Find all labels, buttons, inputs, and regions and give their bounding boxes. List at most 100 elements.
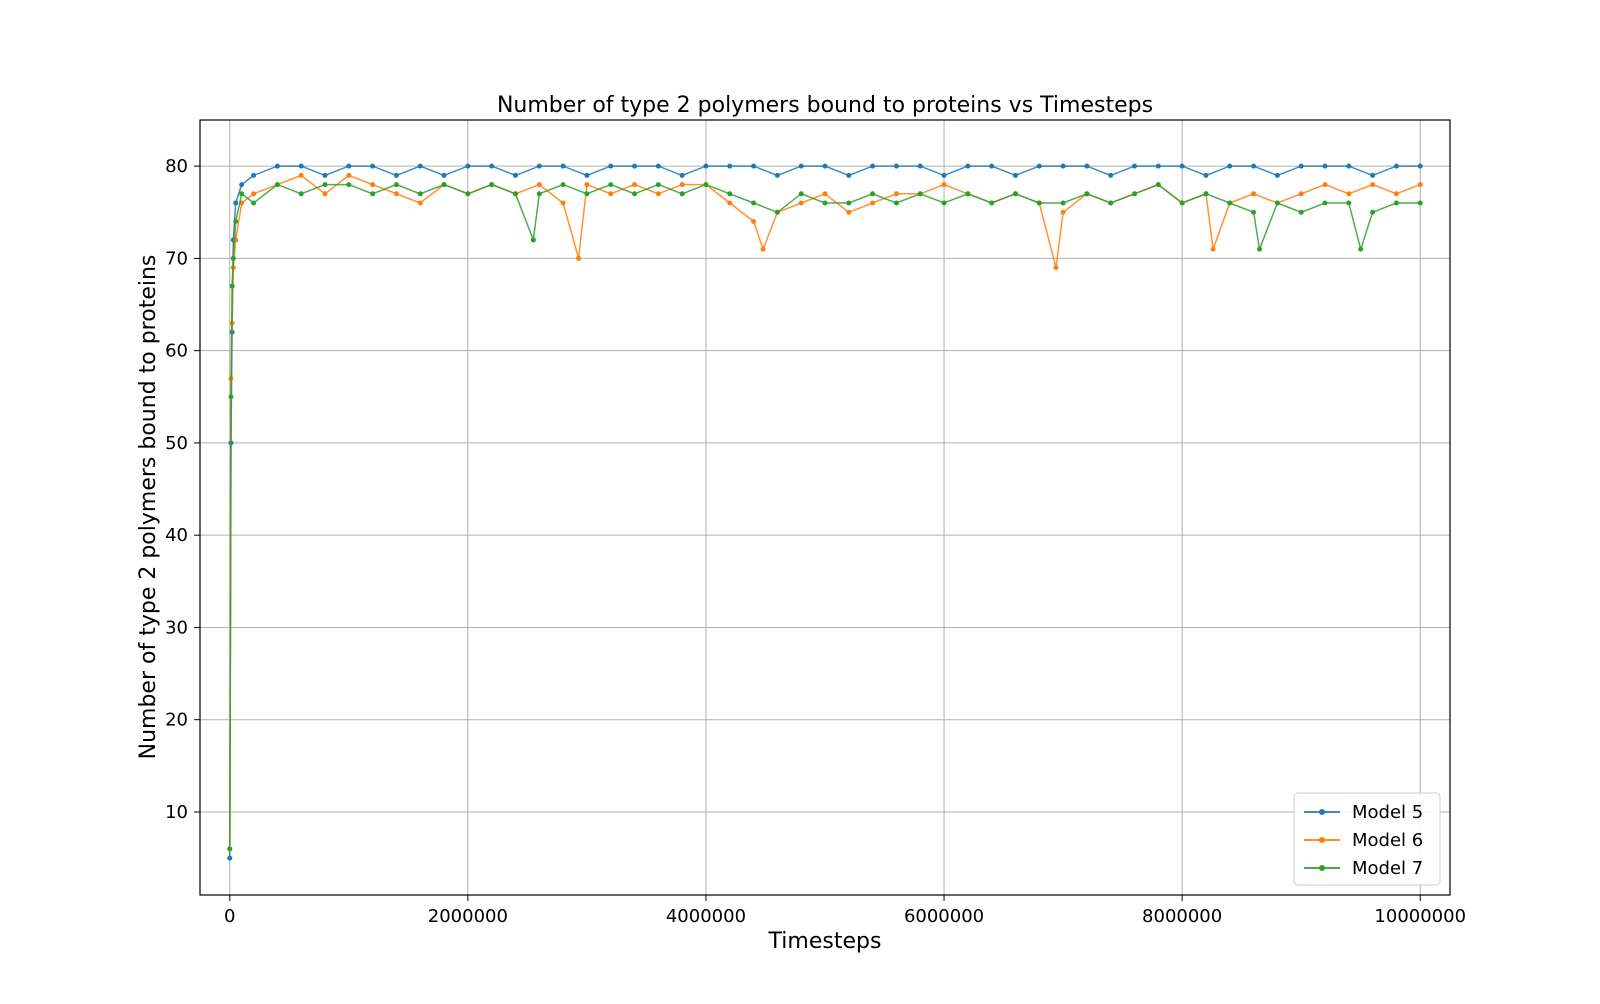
data-point (1393, 163, 1399, 169)
data-point (584, 191, 590, 197)
data-point (465, 191, 471, 197)
data-point (489, 163, 495, 169)
legend-entry: Model 5 (1304, 802, 1423, 823)
data-point (560, 163, 566, 169)
data-point (1108, 200, 1114, 206)
data-point (1346, 163, 1352, 169)
data-point (1393, 200, 1399, 206)
data-point (679, 182, 685, 188)
data-point (1346, 191, 1352, 197)
data-point (393, 191, 399, 197)
legend-label: Model 5 (1352, 802, 1423, 823)
data-point (229, 283, 235, 289)
data-point (441, 172, 447, 178)
series-3 (227, 182, 1423, 852)
data-point (465, 163, 471, 169)
y-tick-label: 40 (165, 525, 188, 546)
data-point (798, 200, 804, 206)
data-point (1210, 246, 1216, 252)
data-point (560, 200, 566, 206)
data-point (727, 191, 733, 197)
data-point (941, 172, 947, 178)
data-point (228, 394, 234, 400)
data-point (822, 191, 828, 197)
legend-entry: Model 6 (1304, 830, 1423, 851)
y-tick-label: 50 (165, 433, 188, 454)
data-point (1274, 200, 1280, 206)
data-point (1132, 163, 1138, 169)
data-point (239, 182, 245, 188)
data-point (393, 182, 399, 188)
data-point (530, 237, 536, 243)
data-point (1417, 200, 1423, 206)
data-point (870, 200, 876, 206)
data-point (679, 191, 685, 197)
data-point (727, 163, 733, 169)
data-point (274, 182, 280, 188)
data-point (774, 172, 780, 178)
data-point (632, 191, 638, 197)
chart-title: Number of type 2 polymers bound to prote… (497, 93, 1153, 118)
data-point (1257, 246, 1263, 252)
y-tick-label: 70 (165, 248, 188, 269)
data-point (370, 182, 376, 188)
data-point (1251, 191, 1257, 197)
legend-entry: Model 7 (1304, 858, 1423, 879)
plot-area-frame (199, 119, 1451, 896)
series-line (229, 165, 1421, 859)
legend-box (1293, 792, 1441, 886)
data-point (251, 172, 257, 178)
x-tick-label: 6000000 (904, 906, 984, 927)
y-tick-label: 80 (165, 156, 188, 177)
series-2 (227, 172, 1423, 852)
data-point (1370, 182, 1376, 188)
data-point (370, 163, 376, 169)
data-point (608, 163, 614, 169)
series-line (229, 174, 1421, 849)
legend: Model 5 Model 6 Model 7 (1293, 792, 1441, 886)
data-point (576, 255, 582, 261)
data-point (536, 191, 542, 197)
data-point (346, 182, 352, 188)
data-point (441, 182, 447, 188)
data-point (227, 846, 233, 852)
data-point (584, 182, 590, 188)
data-point (233, 200, 239, 206)
data-point (798, 191, 804, 197)
data-point (846, 209, 852, 215)
legend-swatch-marker (1319, 809, 1325, 815)
data-point (1084, 163, 1090, 169)
data-point (346, 163, 352, 169)
data-point (751, 200, 757, 206)
legend-label: Model 7 (1352, 858, 1423, 879)
data-point (1370, 209, 1376, 215)
data-point (751, 218, 757, 224)
data-point (798, 163, 804, 169)
data-point (322, 191, 328, 197)
data-point (1322, 163, 1328, 169)
x-tick-label: 8000000 (1142, 906, 1222, 927)
data-point (751, 163, 757, 169)
x-tick-label: 10000000 (1374, 906, 1466, 927)
data-point (703, 182, 709, 188)
data-point (417, 191, 423, 197)
data-point (239, 191, 245, 197)
data-point (893, 163, 899, 169)
data-point (322, 172, 328, 178)
data-point (822, 200, 828, 206)
data-point (893, 200, 899, 206)
data-point (608, 182, 614, 188)
data-point (227, 855, 233, 861)
series-1 (227, 163, 1423, 861)
data-point (965, 191, 971, 197)
data-point (1358, 246, 1364, 252)
data-point (1227, 200, 1233, 206)
data-point (1108, 172, 1114, 178)
data-point (536, 163, 542, 169)
data-point (941, 182, 947, 188)
data-point (1036, 163, 1042, 169)
data-point (870, 163, 876, 169)
data-point (1179, 163, 1185, 169)
data-point (846, 172, 852, 178)
